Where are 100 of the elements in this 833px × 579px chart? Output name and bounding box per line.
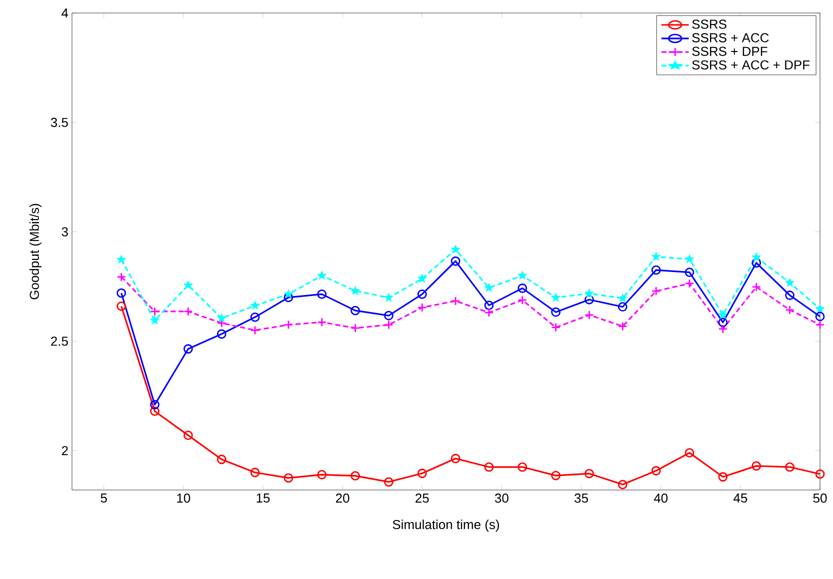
point [815,469,825,479]
x-tick-label: 45 [733,494,748,503]
y-tick-label: 4 [62,8,68,18]
point [684,254,694,264]
point [651,265,661,275]
point [518,462,528,472]
legend-label: SSRS + DPF [692,46,768,56]
point [183,306,193,316]
point [815,312,825,322]
y-tick-label: 3.5 [50,118,68,128]
point [150,315,160,325]
point [284,320,294,330]
point [450,296,460,306]
point [484,462,494,472]
x-tick-label: 25 [416,494,429,503]
point [752,461,762,471]
point [150,406,160,416]
point [684,448,694,458]
point [350,323,360,333]
point [116,302,126,311]
point [651,466,661,476]
point [584,288,594,298]
point [651,252,662,261]
point [550,292,561,302]
point [417,302,427,312]
y-tick-label: 3 [62,227,68,236]
point [718,472,728,482]
point [384,310,394,320]
point [815,304,825,314]
point [417,289,427,299]
point [518,295,528,305]
point [317,470,327,480]
point [484,300,494,310]
point [417,273,428,283]
point [384,320,394,330]
point [484,282,494,292]
y-axis-title: Goodput (Mbit/s) [29,204,42,300]
point [284,288,294,298]
point [718,310,728,320]
point [751,252,762,262]
point [317,289,327,299]
point [517,270,528,280]
x-tick-label: 40 [654,494,668,503]
point [316,270,327,280]
point [250,468,260,478]
point [317,317,327,327]
point [450,454,460,464]
point [384,292,394,302]
point [250,312,260,322]
point [183,344,193,354]
point [417,468,427,478]
point [450,244,460,254]
point [150,400,160,410]
point [116,254,126,264]
point [518,284,528,293]
point [116,272,126,282]
point [116,288,126,298]
x-tick-label: 30 [494,494,508,503]
point [584,310,594,320]
x-tick-label: 50 [813,494,827,503]
x-tick-label: 20 [336,494,350,503]
legend-label: SSRS + ACC + DPF [692,60,810,70]
point [216,454,226,464]
point [815,320,825,330]
point [618,302,628,312]
x-tick-label: 35 [574,494,588,503]
point [584,294,594,304]
x-tick-label: 5 [100,494,107,503]
point [785,462,794,472]
x-axis-title: Simulation time (s) [392,520,499,532]
point [785,305,794,315]
point [684,268,694,277]
point [350,306,360,316]
legend-label: SSRS [692,20,726,29]
point [250,300,260,310]
point [718,324,728,334]
y-tick-label: 2.5 [51,336,68,346]
x-tick-label: 10 [177,494,190,503]
x-tick-label: 15 [256,494,270,503]
point [551,470,561,480]
point [551,322,561,332]
point [618,293,628,303]
point [651,286,661,296]
point [752,282,762,292]
point [584,468,594,478]
point [484,308,494,318]
point [284,292,294,302]
point [752,258,762,268]
y-tick-label: 2 [62,446,68,456]
point [183,280,194,290]
point [384,477,394,487]
point [150,306,160,316]
point [350,471,360,480]
point [250,326,260,335]
point [785,290,794,300]
point [784,278,795,287]
point [183,430,193,440]
legend-label: SSRS + ACC [692,33,769,42]
point [718,318,728,328]
point [216,329,226,339]
